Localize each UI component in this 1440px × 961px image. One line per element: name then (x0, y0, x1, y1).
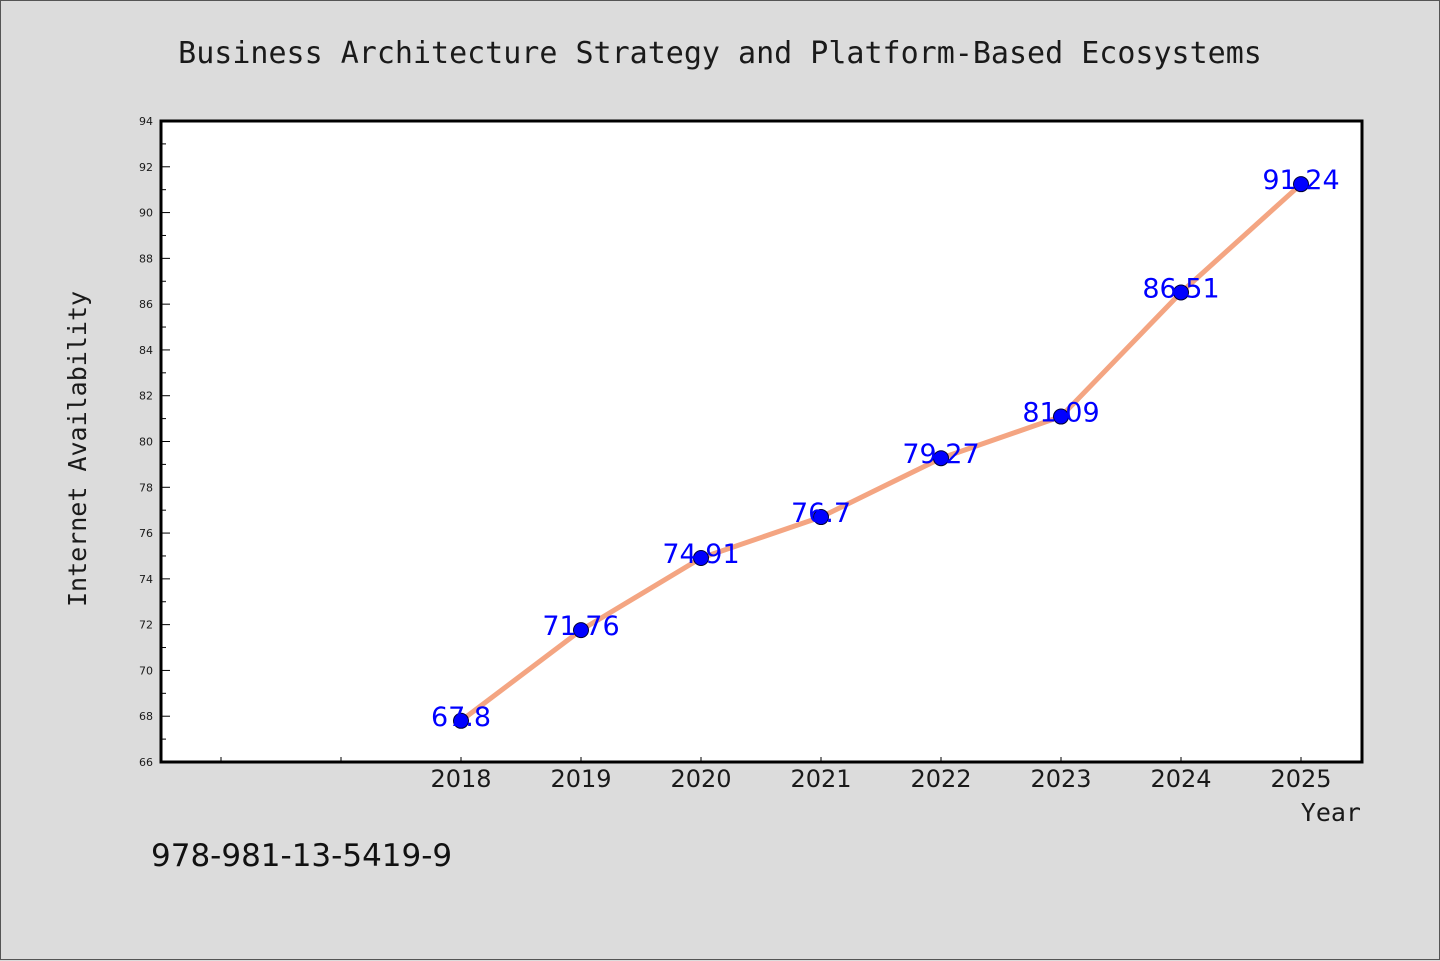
data-label: 79.27 (902, 439, 979, 470)
data-point (813, 509, 829, 526)
chart-title: Business Architecture Strategy and Platf… (178, 36, 1262, 71)
x-tick-label: 2024 (1150, 765, 1211, 793)
data-label: 67.8 (431, 702, 491, 733)
x-tick-label: 2020 (670, 765, 731, 793)
y-axis-title: Internet Availability (63, 291, 92, 607)
y-tick-label: 68 (139, 710, 153, 723)
y-tick-label: 86 (139, 298, 153, 311)
x-tick-label: 2019 (550, 765, 611, 793)
y-tick-label: 66 (139, 756, 153, 769)
y-tick-label: 90 (139, 207, 153, 220)
y-tick-label: 74 (139, 573, 153, 586)
y-tick-label: 72 (139, 619, 153, 632)
y-tick-label: 88 (139, 252, 153, 265)
data-label: 91.24 (1262, 165, 1339, 196)
x-axis: 2018 2019 2020 2021 2022 2023 2024 2025 (220, 757, 1332, 793)
y-tick-label: 92 (139, 161, 153, 174)
x-axis-title: Year (1301, 798, 1361, 827)
series-layer: 67.8 71.76 74.91 76.7 79.27 81.09 86.51 91.24 (431, 165, 1340, 733)
x-tick-label: 2022 (910, 765, 971, 793)
isbn-footnote: 978-981-13-5419-9 (151, 838, 452, 874)
y-tick-label: 82 (139, 390, 153, 403)
data-label: 86.51 (1142, 273, 1219, 304)
data-point (1293, 176, 1309, 193)
y-tick-label: 78 (139, 481, 153, 494)
data-point (1173, 284, 1189, 301)
data-point (453, 712, 469, 729)
data-label: 76.7 (791, 498, 851, 529)
y-tick-label: 76 (139, 527, 153, 540)
data-point (933, 450, 949, 467)
data-label: 81.09 (1022, 398, 1099, 429)
x-tick-label: 2018 (430, 765, 491, 793)
y-axis: 66 68 70 72 74 76 78 80 82 84 86 88 90 92 94 (139, 115, 170, 769)
x-tick-label: 2025 (1270, 765, 1331, 793)
data-point (573, 622, 589, 639)
y-tick-label: 84 (139, 344, 153, 357)
data-point (693, 550, 709, 567)
data-label: 71.76 (542, 611, 619, 642)
data-label: 74.91 (662, 539, 739, 570)
x-tick-label: 2023 (1030, 765, 1091, 793)
y-tick-label: 80 (139, 436, 153, 449)
series-line (459, 182, 1303, 723)
y-tick-label: 94 (139, 115, 153, 128)
plot-area (159, 119, 1364, 764)
x-tick-label: 2021 (790, 765, 851, 793)
y-tick-label: 70 (139, 664, 153, 677)
data-point (1053, 408, 1069, 425)
